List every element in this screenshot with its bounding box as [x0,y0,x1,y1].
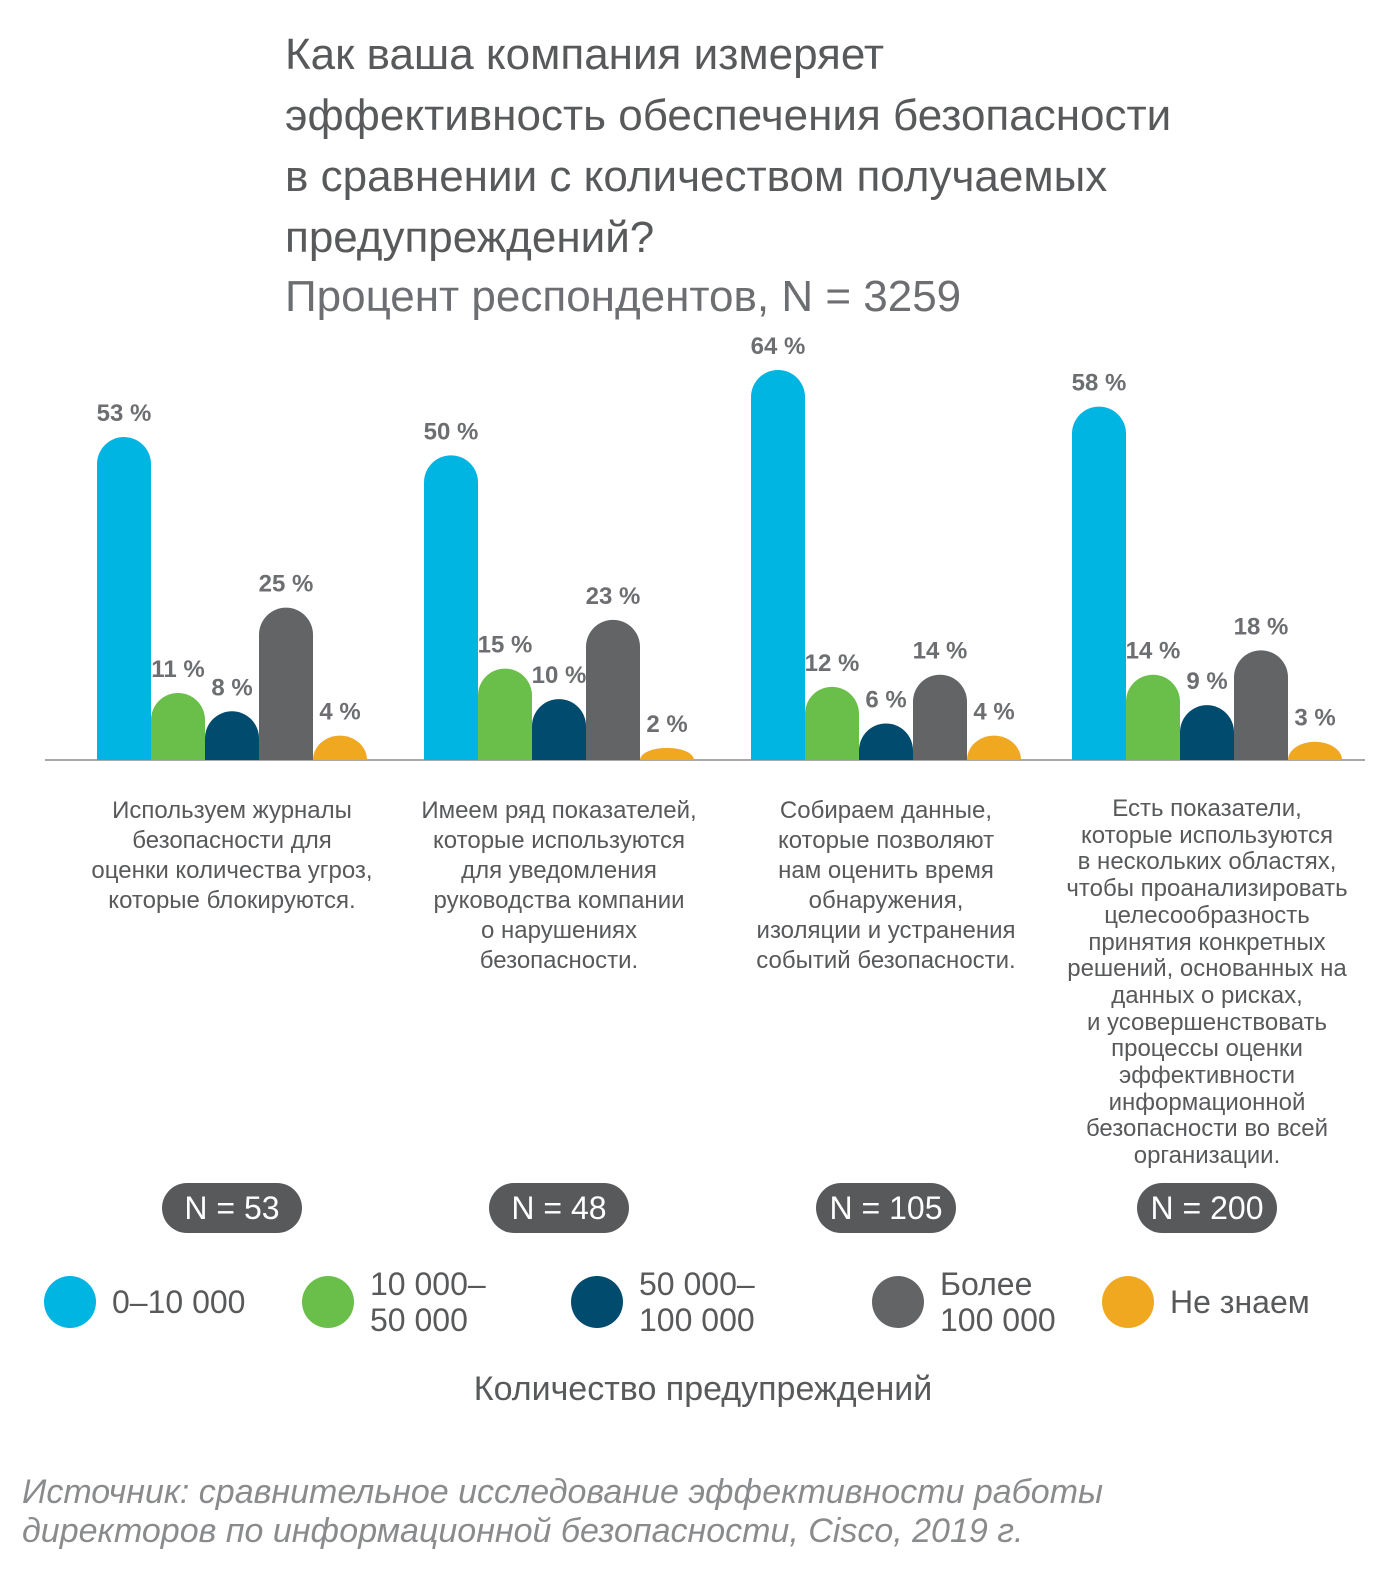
bar [151,692,205,760]
value-label: 4 % [973,699,1014,726]
legend-label: Более 100 000 [940,1266,1056,1338]
bar [97,437,151,760]
chart-subtitle: Процент респондентов, N = 3259 [285,272,962,321]
category-label: Используем журналы безопасности для оцен… [91,797,373,914]
source-note: Источник: сравнительное исследование эфф… [22,1473,1104,1550]
value-label: 50 % [424,418,479,445]
value-label: 8 % [211,674,252,701]
bar [205,711,259,760]
legend-swatch [1102,1276,1154,1328]
bar [313,735,367,760]
value-label: 53 % [97,400,152,427]
value-label: 58 % [1072,370,1127,397]
bar [1234,650,1288,760]
value-label: 3 % [1294,705,1335,732]
n-label: N = 53 [162,1183,302,1233]
bar [424,455,478,760]
legend-swatch [44,1276,96,1328]
n-label: N = 48 [489,1183,629,1233]
n-label: N = 105 [816,1183,956,1233]
value-label: 2 % [646,711,687,738]
bar [532,699,586,760]
category-label: Имеем ряд показателей, которые использую… [421,797,697,974]
bar [751,370,805,760]
value-label: 15 % [478,632,533,659]
value-label: 10 % [532,662,587,689]
value-label: 14 % [913,638,968,665]
value-label: 4 % [319,699,360,726]
value-label: 25 % [259,571,314,598]
value-label: 9 % [1186,668,1227,695]
n-label: N = 200 [1137,1183,1277,1233]
bar [1126,674,1180,760]
legend-label: 10 000– 50 000 [370,1266,486,1338]
bar [1180,705,1234,760]
x-axis-label: Количество предупреждений [473,1370,933,1408]
legend-swatch [571,1276,623,1328]
bar [478,668,532,760]
value-label: 23 % [586,583,641,610]
bar [805,686,859,760]
bar [586,619,640,760]
bar [259,607,313,760]
legend-label: 50 000– 100 000 [639,1266,755,1338]
bar [1288,741,1342,760]
value-label: 12 % [805,650,860,677]
value-label: 6 % [865,686,906,713]
legend-label: Не знаем [1170,1284,1310,1320]
value-label: 14 % [1126,638,1181,665]
legend-swatch [872,1276,924,1328]
chart-title: Как ваша компания измеряет эффективность… [285,30,1172,262]
value-label: 64 % [751,333,806,360]
bar [913,674,967,760]
bar [967,735,1021,760]
value-label: 11 % [151,656,204,683]
category-label: Собираем данные, которые позволяют нам о… [756,797,1016,974]
legend-swatch [302,1276,354,1328]
category-label: Есть показатели, которые используются в … [1066,795,1348,1170]
value-label: 18 % [1234,613,1289,640]
bar [1072,406,1126,760]
legend-label: 0–10 000 [112,1284,246,1320]
bar [640,747,694,760]
bar [859,723,913,760]
